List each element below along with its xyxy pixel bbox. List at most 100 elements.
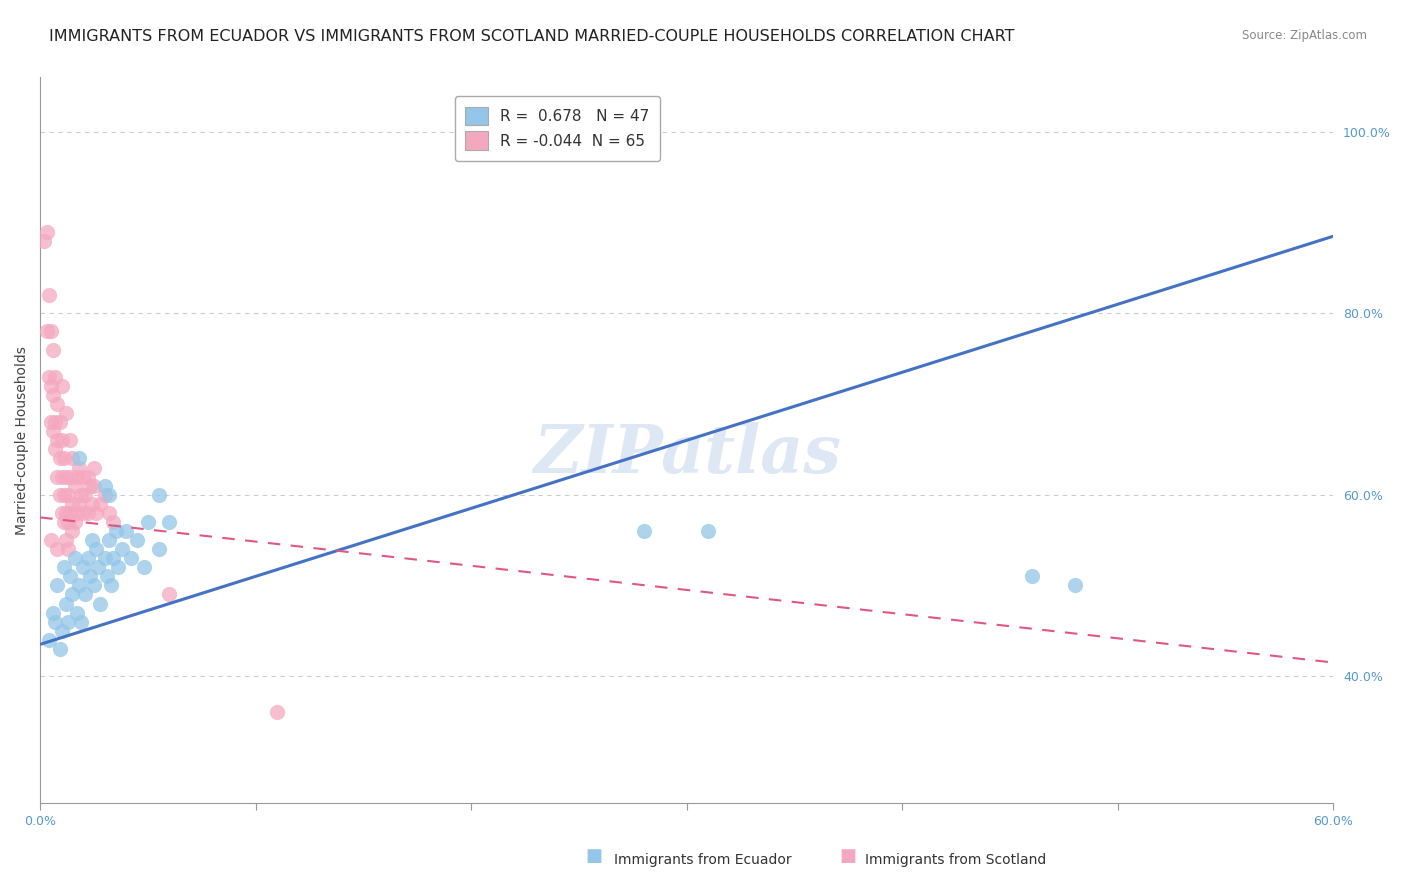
Point (89, 497, 111, 511)
Point (94, 478, 117, 492)
Point (44, 442, 66, 457)
Point (46, 542, 69, 557)
Point (84, 542, 107, 557)
Point (83, 578, 105, 592)
Point (87, 560, 110, 574)
Point (35, 325, 58, 339)
Point (46, 469, 69, 483)
Point (35, 225, 58, 239)
Point (67, 578, 90, 592)
Point (48, 488, 70, 502)
Point (59, 569, 82, 583)
Point (115, 524, 138, 538)
Point (56, 488, 79, 502)
Point (63, 551, 86, 566)
Point (159, 587, 181, 601)
Point (62, 451, 84, 466)
Point (39, 325, 62, 339)
Point (56, 542, 79, 557)
Point (51, 469, 73, 483)
Point (66, 469, 89, 483)
Y-axis label: Married-couple Households: Married-couple Households (15, 346, 30, 534)
Point (1021, 569, 1043, 583)
Point (67, 497, 90, 511)
Point (42, 388, 65, 402)
Point (52, 515, 75, 529)
Point (148, 542, 170, 557)
Point (38, 632, 60, 647)
Point (76, 551, 98, 566)
Point (55, 506, 77, 520)
Point (159, 515, 181, 529)
Point (48, 451, 70, 466)
Point (697, 524, 720, 538)
Point (55, 533, 77, 547)
Point (52, 488, 75, 502)
Point (34, 234, 56, 248)
Point (39, 533, 62, 547)
Point (120, 551, 142, 566)
Point (62, 587, 84, 601)
Point (76, 469, 98, 483)
Point (56, 615, 79, 629)
Text: ZIPatlas: ZIPatlas (533, 422, 841, 487)
Point (62, 497, 84, 511)
Point (148, 488, 170, 502)
Point (44, 415, 66, 429)
Point (266, 706, 288, 720)
Point (76, 506, 98, 520)
Point (127, 533, 149, 547)
Point (84, 506, 107, 520)
Point (96, 569, 118, 583)
Point (56, 515, 79, 529)
Text: Immigrants from Ecuador: Immigrants from Ecuador (614, 853, 792, 867)
Point (39, 379, 62, 393)
Text: ■: ■ (585, 847, 602, 865)
Point (46, 578, 69, 592)
Point (98, 488, 121, 502)
Point (51, 624, 73, 638)
Point (51, 506, 73, 520)
Point (39, 415, 62, 429)
Point (51, 379, 73, 393)
Point (63, 515, 86, 529)
Point (75, 587, 97, 601)
Point (44, 615, 66, 629)
Point (83, 460, 105, 475)
Point (100, 578, 122, 592)
Point (42, 606, 65, 620)
Point (59, 469, 82, 483)
Point (67, 451, 90, 466)
Point (111, 542, 134, 557)
Point (132, 560, 155, 574)
Point (52, 560, 75, 574)
Point (98, 506, 121, 520)
Point (79, 569, 101, 583)
Point (46, 397, 69, 411)
Point (70, 488, 93, 502)
Point (42, 343, 65, 357)
Point (59, 506, 82, 520)
Point (48, 415, 70, 429)
Point (44, 369, 66, 384)
Point (80, 533, 103, 547)
Point (63, 478, 86, 492)
Point (55, 406, 77, 420)
Point (72, 560, 94, 574)
Point (103, 551, 125, 566)
Point (98, 533, 121, 547)
Point (72, 506, 94, 520)
Point (1063, 578, 1085, 592)
Point (83, 478, 105, 492)
Point (94, 551, 117, 566)
Legend: R =  0.678   N = 47, R = -0.044  N = 65: R = 0.678 N = 47, R = -0.044 N = 65 (454, 96, 661, 161)
Text: Immigrants from Scotland: Immigrants from Scotland (866, 853, 1046, 867)
Point (70, 615, 93, 629)
Point (633, 524, 655, 538)
Point (66, 506, 89, 520)
Point (59, 434, 82, 448)
Point (46, 434, 69, 448)
Text: IMMIGRANTS FROM ECUADOR VS IMMIGRANTS FROM SCOTLAND MARRIED-COUPLE HOUSEHOLDS CO: IMMIGRANTS FROM ECUADOR VS IMMIGRANTS FR… (49, 29, 1015, 44)
Point (79, 478, 101, 492)
Point (107, 560, 129, 574)
